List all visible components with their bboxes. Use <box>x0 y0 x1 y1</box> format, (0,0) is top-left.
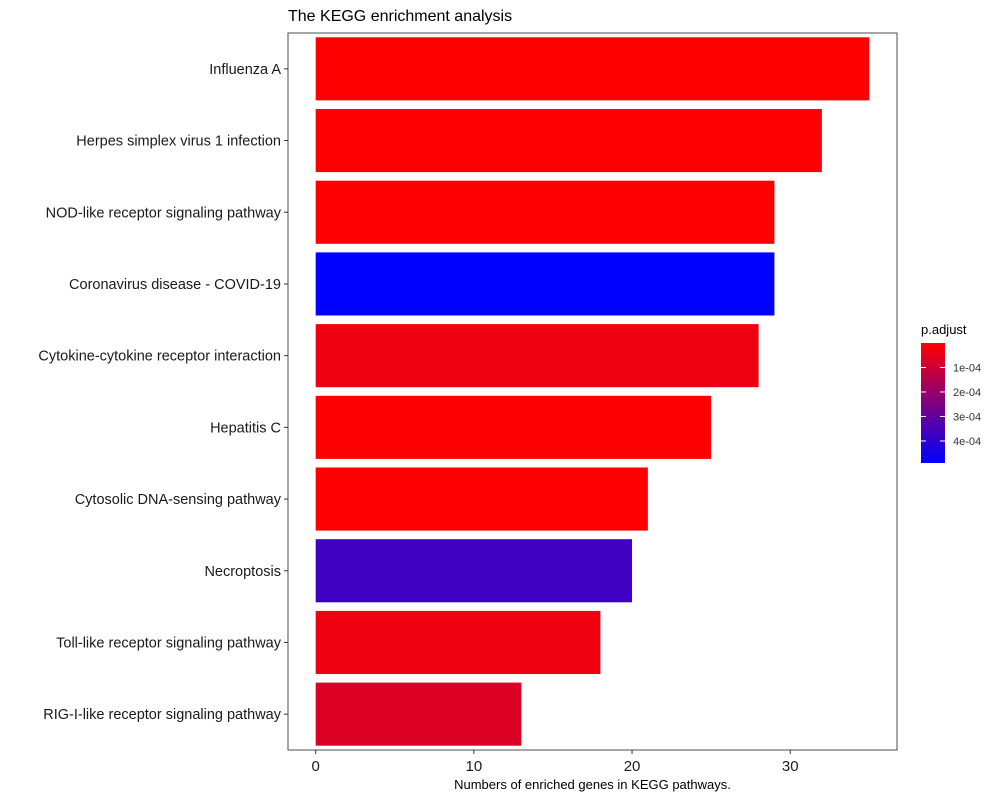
x-axis: 0 10 20 30 <box>312 750 799 775</box>
x-tick-label: 10 <box>466 758 483 775</box>
bar-1 <box>315 37 870 101</box>
y-tick-label: Coronavirus disease - COVID-19 <box>69 277 281 293</box>
bar-9 <box>315 610 601 674</box>
bar-8 <box>315 539 633 603</box>
x-tick-label: 0 <box>312 758 320 775</box>
y-tick-label: Necroptosis <box>204 564 281 580</box>
bar-7 <box>315 467 648 531</box>
legend: p.adjust 1e-04 2e-04 3e-04 4e-04 <box>921 322 981 463</box>
y-tick-label: Hepatitis C <box>210 420 281 436</box>
y-tick-label: Cytosolic DNA-sensing pathway <box>75 492 282 508</box>
chart-title: The KEGG enrichment analysis <box>288 8 512 25</box>
bar-10 <box>315 682 522 746</box>
y-tick-label: Toll-like receptor signaling pathway <box>56 635 282 651</box>
y-axis: Influenza A Herpes simplex virus 1 infect… <box>38 62 288 723</box>
y-tick-label: NOD-like receptor signaling pathway <box>46 205 282 221</box>
legend-colorbar <box>921 343 945 463</box>
x-axis-label: Numbers of enriched genes in KEGG pathwa… <box>454 777 731 792</box>
legend-tick-label: 1e-04 <box>953 362 981 374</box>
bar-3 <box>315 180 775 244</box>
bar-6 <box>315 395 712 459</box>
bars-layer <box>315 37 870 746</box>
legend-tick-label: 3e-04 <box>953 411 981 423</box>
x-tick-label: 30 <box>782 758 799 775</box>
legend-tick-label: 2e-04 <box>953 387 981 399</box>
y-tick-label: RIG-I-like receptor signaling pathway <box>43 707 281 723</box>
bar-2 <box>315 109 822 173</box>
bar-5 <box>315 324 759 388</box>
y-tick-label: Influenza A <box>209 62 281 78</box>
legend-title: p.adjust <box>921 322 967 337</box>
y-tick-label: Herpes simplex virus 1 infection <box>76 134 281 150</box>
x-tick-label: 20 <box>624 758 641 775</box>
legend-ticks: 1e-04 2e-04 3e-04 4e-04 <box>921 362 981 448</box>
legend-tick-label: 4e-04 <box>953 436 981 448</box>
bar-4 <box>315 252 775 316</box>
y-tick-label: Cytokine-cytokine receptor interaction <box>38 349 281 365</box>
